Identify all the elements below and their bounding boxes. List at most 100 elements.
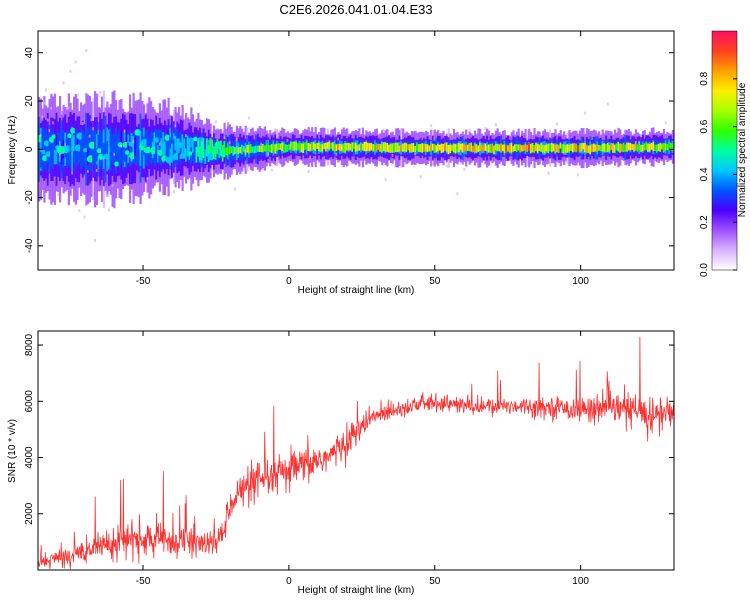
spectrogram-cell — [661, 143, 664, 150]
spectrogram-speck — [463, 167, 466, 171]
colorbar-frame — [711, 30, 738, 271]
spectrogram-speck — [172, 190, 175, 194]
spectrogram-cell — [487, 144, 491, 153]
spectrogram-cell — [472, 145, 475, 153]
spectrogram-speck — [248, 116, 251, 120]
spectrogram-cell — [664, 143, 667, 151]
spectrogram-speck — [337, 137, 340, 141]
spectrogram-cell — [190, 147, 193, 165]
spectrogram-speck — [106, 194, 109, 198]
spectrogram-cell — [626, 142, 629, 152]
spectrogram-cell — [510, 143, 513, 153]
spectrogram-cell — [414, 145, 417, 152]
spectrogram-cell — [466, 144, 470, 151]
spectrogram-speck — [81, 122, 84, 126]
spectrogram-speck — [309, 155, 312, 159]
spectrogram-cell — [81, 146, 84, 160]
spectrogram-cell — [417, 144, 420, 153]
spectrogram-blob — [161, 155, 167, 162]
spectrogram-cell — [641, 144, 645, 152]
spectrogram-cell — [514, 144, 517, 152]
spectrogram-cell — [608, 144, 611, 152]
figure-title: C2E6.2026.041.01.04.E33 — [279, 2, 432, 17]
spectrogram-cell — [540, 142, 543, 152]
spectrogram-speck — [132, 140, 135, 144]
spectrogram-speck — [433, 137, 436, 141]
spectrogram-cell — [88, 143, 91, 156]
spectrogram-cell — [601, 143, 604, 152]
spectrogram-speck — [185, 134, 187, 138]
spectrogram-cell — [633, 144, 636, 152]
spectrogram-speck — [381, 141, 384, 145]
colorbar-label: Normalized spectral amplitude — [737, 82, 748, 217]
spectrogram-cell — [585, 144, 589, 154]
spectrogram-blob — [122, 141, 129, 148]
spectrogram-cell — [251, 146, 254, 153]
spectrogram-speck — [214, 120, 217, 124]
spectrogram-cell — [370, 143, 373, 151]
spectrogram-cell — [209, 138, 212, 158]
spectrogram-cell — [328, 141, 331, 151]
spectrogram-speck — [78, 209, 81, 213]
spectrogram-blob — [83, 148, 88, 153]
spectrogram-cell — [570, 143, 573, 151]
spectrogram-cell — [473, 143, 477, 153]
spectrogram-panel: -50 0 50 100 -40 -20 0 20 40 Height of straight … — [7, 30, 675, 296]
spectrogram-cell — [171, 143, 174, 163]
spectrogram-cell — [53, 134, 56, 150]
spectrogram-cell — [325, 142, 328, 152]
spectrogram-speck — [111, 183, 114, 187]
y-tick-label: 40 — [24, 47, 35, 59]
spectrogram-cell — [234, 147, 237, 155]
spectrogram-cell — [342, 143, 345, 153]
spectrogram-cell — [78, 143, 81, 162]
spectrogram-cell — [253, 146, 256, 154]
spectrogram-speck — [293, 145, 296, 149]
y-tick-label: 0 — [24, 146, 35, 152]
spectrogram-cell — [340, 144, 343, 151]
spectrogram-speck — [85, 49, 88, 53]
spectrogram-cell — [136, 150, 139, 166]
spectrogram-cell — [619, 143, 622, 153]
spectrogram-blob — [134, 129, 142, 136]
spectrogram-cell — [232, 146, 235, 156]
spectrogram-cell — [445, 142, 449, 152]
spectrogram-cell — [452, 143, 456, 153]
colorbar-tick-label: 0.2 — [699, 215, 710, 229]
spectrogram-cell — [643, 143, 646, 151]
spectrogram-cell — [101, 133, 104, 154]
spectrogram-cell — [83, 142, 86, 163]
spectrogram-cell — [505, 144, 508, 154]
spectrogram-speck — [414, 152, 417, 156]
spectrogram-blob — [43, 140, 50, 147]
spectrogram-cell — [55, 134, 58, 165]
spectrogram-cell — [90, 127, 93, 172]
spectrogram-cell — [276, 143, 279, 151]
spectrogram-cell — [578, 144, 582, 152]
spectrogram-speck — [108, 208, 110, 212]
spectrogram-cell — [536, 144, 540, 153]
spectrogram-cell — [515, 143, 519, 152]
spectrogram-cell — [267, 145, 270, 152]
spectrogram-speck — [391, 153, 394, 157]
spectrogram-cell — [594, 144, 597, 152]
spectrogram-blob — [128, 141, 134, 147]
spectrogram-blob — [45, 151, 52, 158]
spectrogram-cell — [477, 145, 480, 152]
spectrogram-cell — [244, 148, 247, 155]
spectrogram-speck — [71, 171, 74, 175]
y-tick-label: -40 — [24, 238, 35, 253]
spectrogram-speck — [41, 115, 44, 119]
spectrogram-cell — [186, 135, 189, 157]
spectrogram-cell — [71, 138, 74, 157]
spectrogram-cell — [428, 145, 431, 152]
spectrogram-cell — [360, 142, 363, 151]
spectrogram-speck — [577, 173, 580, 177]
spectrogram-cell — [249, 144, 252, 154]
spectrogram-cell — [430, 143, 433, 152]
spectrogram-cell — [391, 143, 394, 153]
spectrogram-speck — [90, 118, 93, 122]
spectrogram-cell — [542, 144, 545, 153]
spectrogram-cell — [270, 144, 273, 153]
spectrogram-speck — [221, 130, 224, 134]
